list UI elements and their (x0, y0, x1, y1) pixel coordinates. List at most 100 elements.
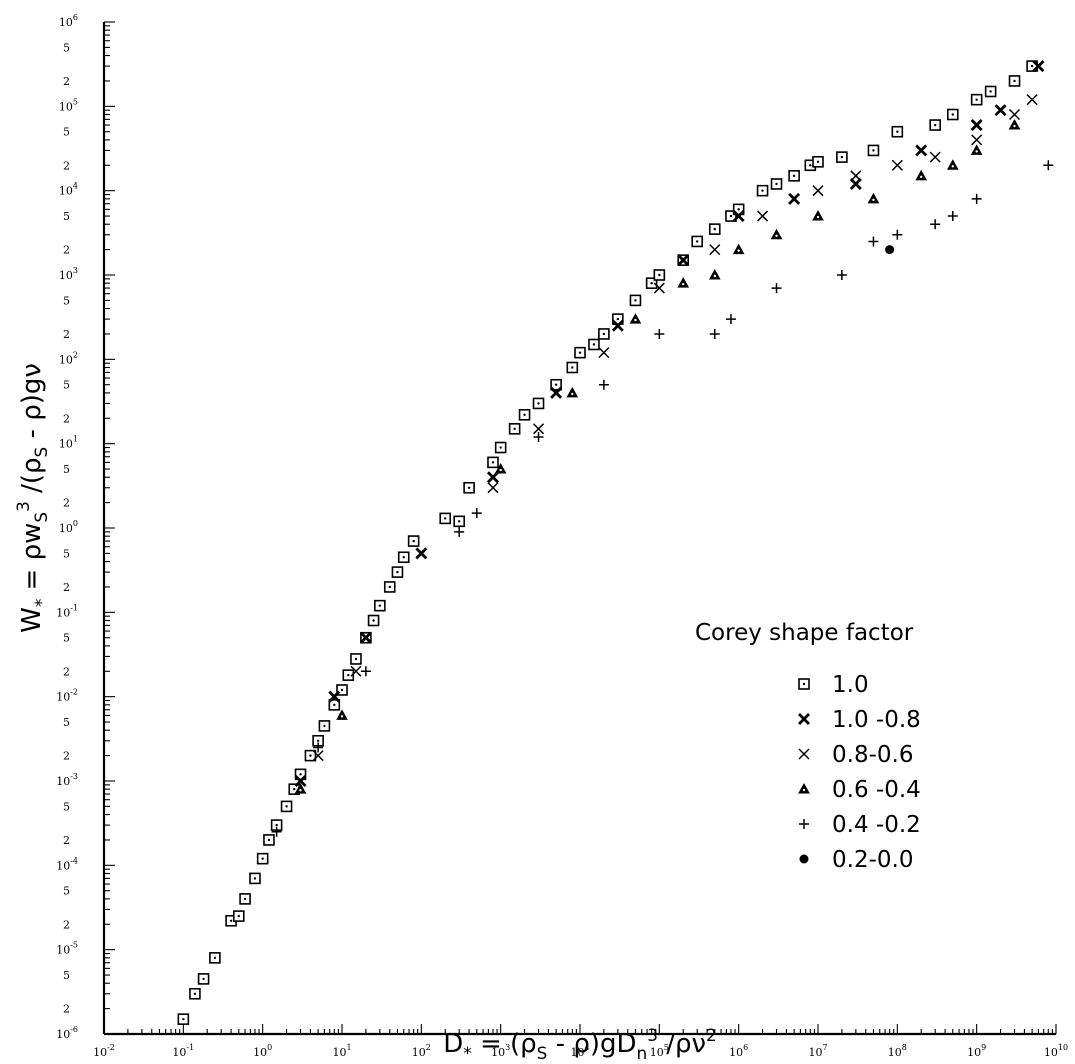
marker-square-dot (367, 614, 380, 627)
marker-plus (654, 328, 665, 339)
y-axis-title: W* = ρwS3 /(ρS - ρ)gν (13, 363, 51, 633)
marker-square-dot (566, 361, 579, 374)
marker-triangle (770, 228, 783, 240)
marker-square-dot (256, 852, 269, 865)
marker-x (971, 134, 983, 146)
y-minor-tick-label: 5 (63, 800, 70, 813)
legend-entry-label: 0.2-0.0 (832, 847, 913, 873)
marker-square-dot (318, 720, 331, 732)
marker-bold-x (328, 690, 341, 703)
marker-square-dot (798, 678, 810, 690)
marker-triangle (708, 268, 721, 280)
marker-triangle (867, 192, 880, 204)
marker-triangle (946, 159, 959, 170)
y-minor-tick-label: 5 (63, 294, 70, 307)
marker-square-dot (342, 669, 355, 681)
marker-square-dot (788, 170, 800, 182)
y-minor-tick-label: 2 (63, 1003, 70, 1016)
marker-square-dot (532, 397, 545, 410)
marker-square-dot (350, 653, 362, 665)
marker-bold-x (915, 144, 928, 157)
marker-square-dot (374, 599, 386, 612)
tick-marks (103, 21, 1057, 1035)
marker-square-dot (263, 834, 275, 846)
y-tick-label: 10-2 (56, 688, 78, 704)
marker-plus (868, 236, 879, 247)
marker-bold-x (970, 119, 983, 132)
marker-square-dot (407, 535, 420, 547)
y-minor-tick-label: 2 (63, 918, 70, 931)
y-tick-label: 10-4 (56, 856, 78, 872)
marker-bold-x (677, 254, 690, 267)
marker-triangle (732, 243, 745, 255)
marker-square-dot (439, 512, 452, 525)
marker-bold-x (294, 775, 307, 787)
y-tick-label: 101 (59, 435, 78, 451)
marker-square-dot (984, 85, 997, 98)
marker-filled-circle (885, 245, 895, 255)
y-tick-label: 10-5 (56, 941, 78, 957)
marker-plus (709, 328, 720, 339)
marker-square-dot (391, 566, 404, 578)
marker-square-dot (929, 119, 941, 131)
marker-x (929, 151, 941, 163)
marker-plus (598, 379, 609, 390)
marker-bold-x (849, 177, 862, 190)
y-tick-label: 106 (59, 13, 78, 29)
y-minor-tick-label: 2 (63, 750, 70, 763)
marker-square-dot (383, 581, 396, 593)
y-tick-label: 10-6 (56, 1025, 78, 1041)
data-points (177, 60, 1054, 1025)
marker-bold-x (611, 319, 624, 332)
marker-square-dot (1008, 75, 1021, 87)
y-minor-tick-label: 2 (63, 244, 70, 257)
y-tick-label: 10-1 (56, 603, 78, 619)
legend-title: Corey shape factor (695, 620, 914, 646)
x-tick-label: 102 (412, 1043, 431, 1059)
y-minor-tick-label: 5 (63, 969, 70, 982)
marker-filled-circle (799, 854, 809, 864)
marker-square-dot (304, 749, 317, 762)
marker-square-dot (691, 235, 703, 248)
marker-square-dot (518, 408, 531, 421)
x-tick-label: 10-1 (172, 1043, 194, 1059)
y-minor-tick-label: 5 (63, 126, 70, 139)
y-minor-tick-label: 2 (63, 75, 70, 88)
legend-entry-label: 0.6 -0.4 (832, 777, 921, 803)
y-minor-tick-label: 5 (63, 41, 70, 54)
y-minor-tick-label: 2 (63, 497, 70, 510)
marker-plus (454, 526, 465, 537)
marker-square-dot (189, 987, 201, 1000)
marker-square-dot (598, 328, 610, 340)
y-minor-tick-label: 5 (63, 547, 70, 560)
y-minor-tick-label: 5 (63, 716, 70, 729)
marker-plus (771, 283, 782, 294)
tick-labels: 10-2 10-1 100 101 102 103 104 105 106 107 108 109 10… (56, 13, 1068, 1059)
axes (102, 22, 1056, 1036)
marker-x (532, 423, 545, 435)
marker-square-dot (328, 699, 341, 711)
marker-x (653, 282, 665, 294)
y-tick-label: 102 (59, 350, 78, 366)
legend-entry-label: 0.8-0.6 (832, 742, 913, 768)
marker-plus (360, 666, 371, 677)
y-tick-label: 10-3 (56, 772, 78, 788)
marker-square-dot (708, 223, 721, 235)
marker-square-dot (867, 144, 880, 157)
marker-square-dot (508, 423, 521, 435)
y-minor-tick-label: 2 (63, 834, 70, 847)
marker-bold-x (550, 386, 563, 399)
marker-square-dot (756, 184, 769, 197)
marker-square-dot (397, 551, 410, 564)
marker-bold-x (798, 713, 810, 725)
legend-entry-label: 1.0 (832, 672, 869, 698)
y-minor-tick-label: 5 (63, 885, 70, 898)
marker-triangle (629, 313, 642, 324)
marker-square-dot (891, 125, 904, 138)
marker-square-dot (249, 872, 261, 885)
marker-square-dot (463, 481, 475, 494)
marker-bold-x (732, 210, 745, 223)
marker-bold-x (994, 104, 1007, 117)
x-tick-label: 107 (808, 1043, 827, 1059)
marker-square-dot (336, 684, 348, 696)
